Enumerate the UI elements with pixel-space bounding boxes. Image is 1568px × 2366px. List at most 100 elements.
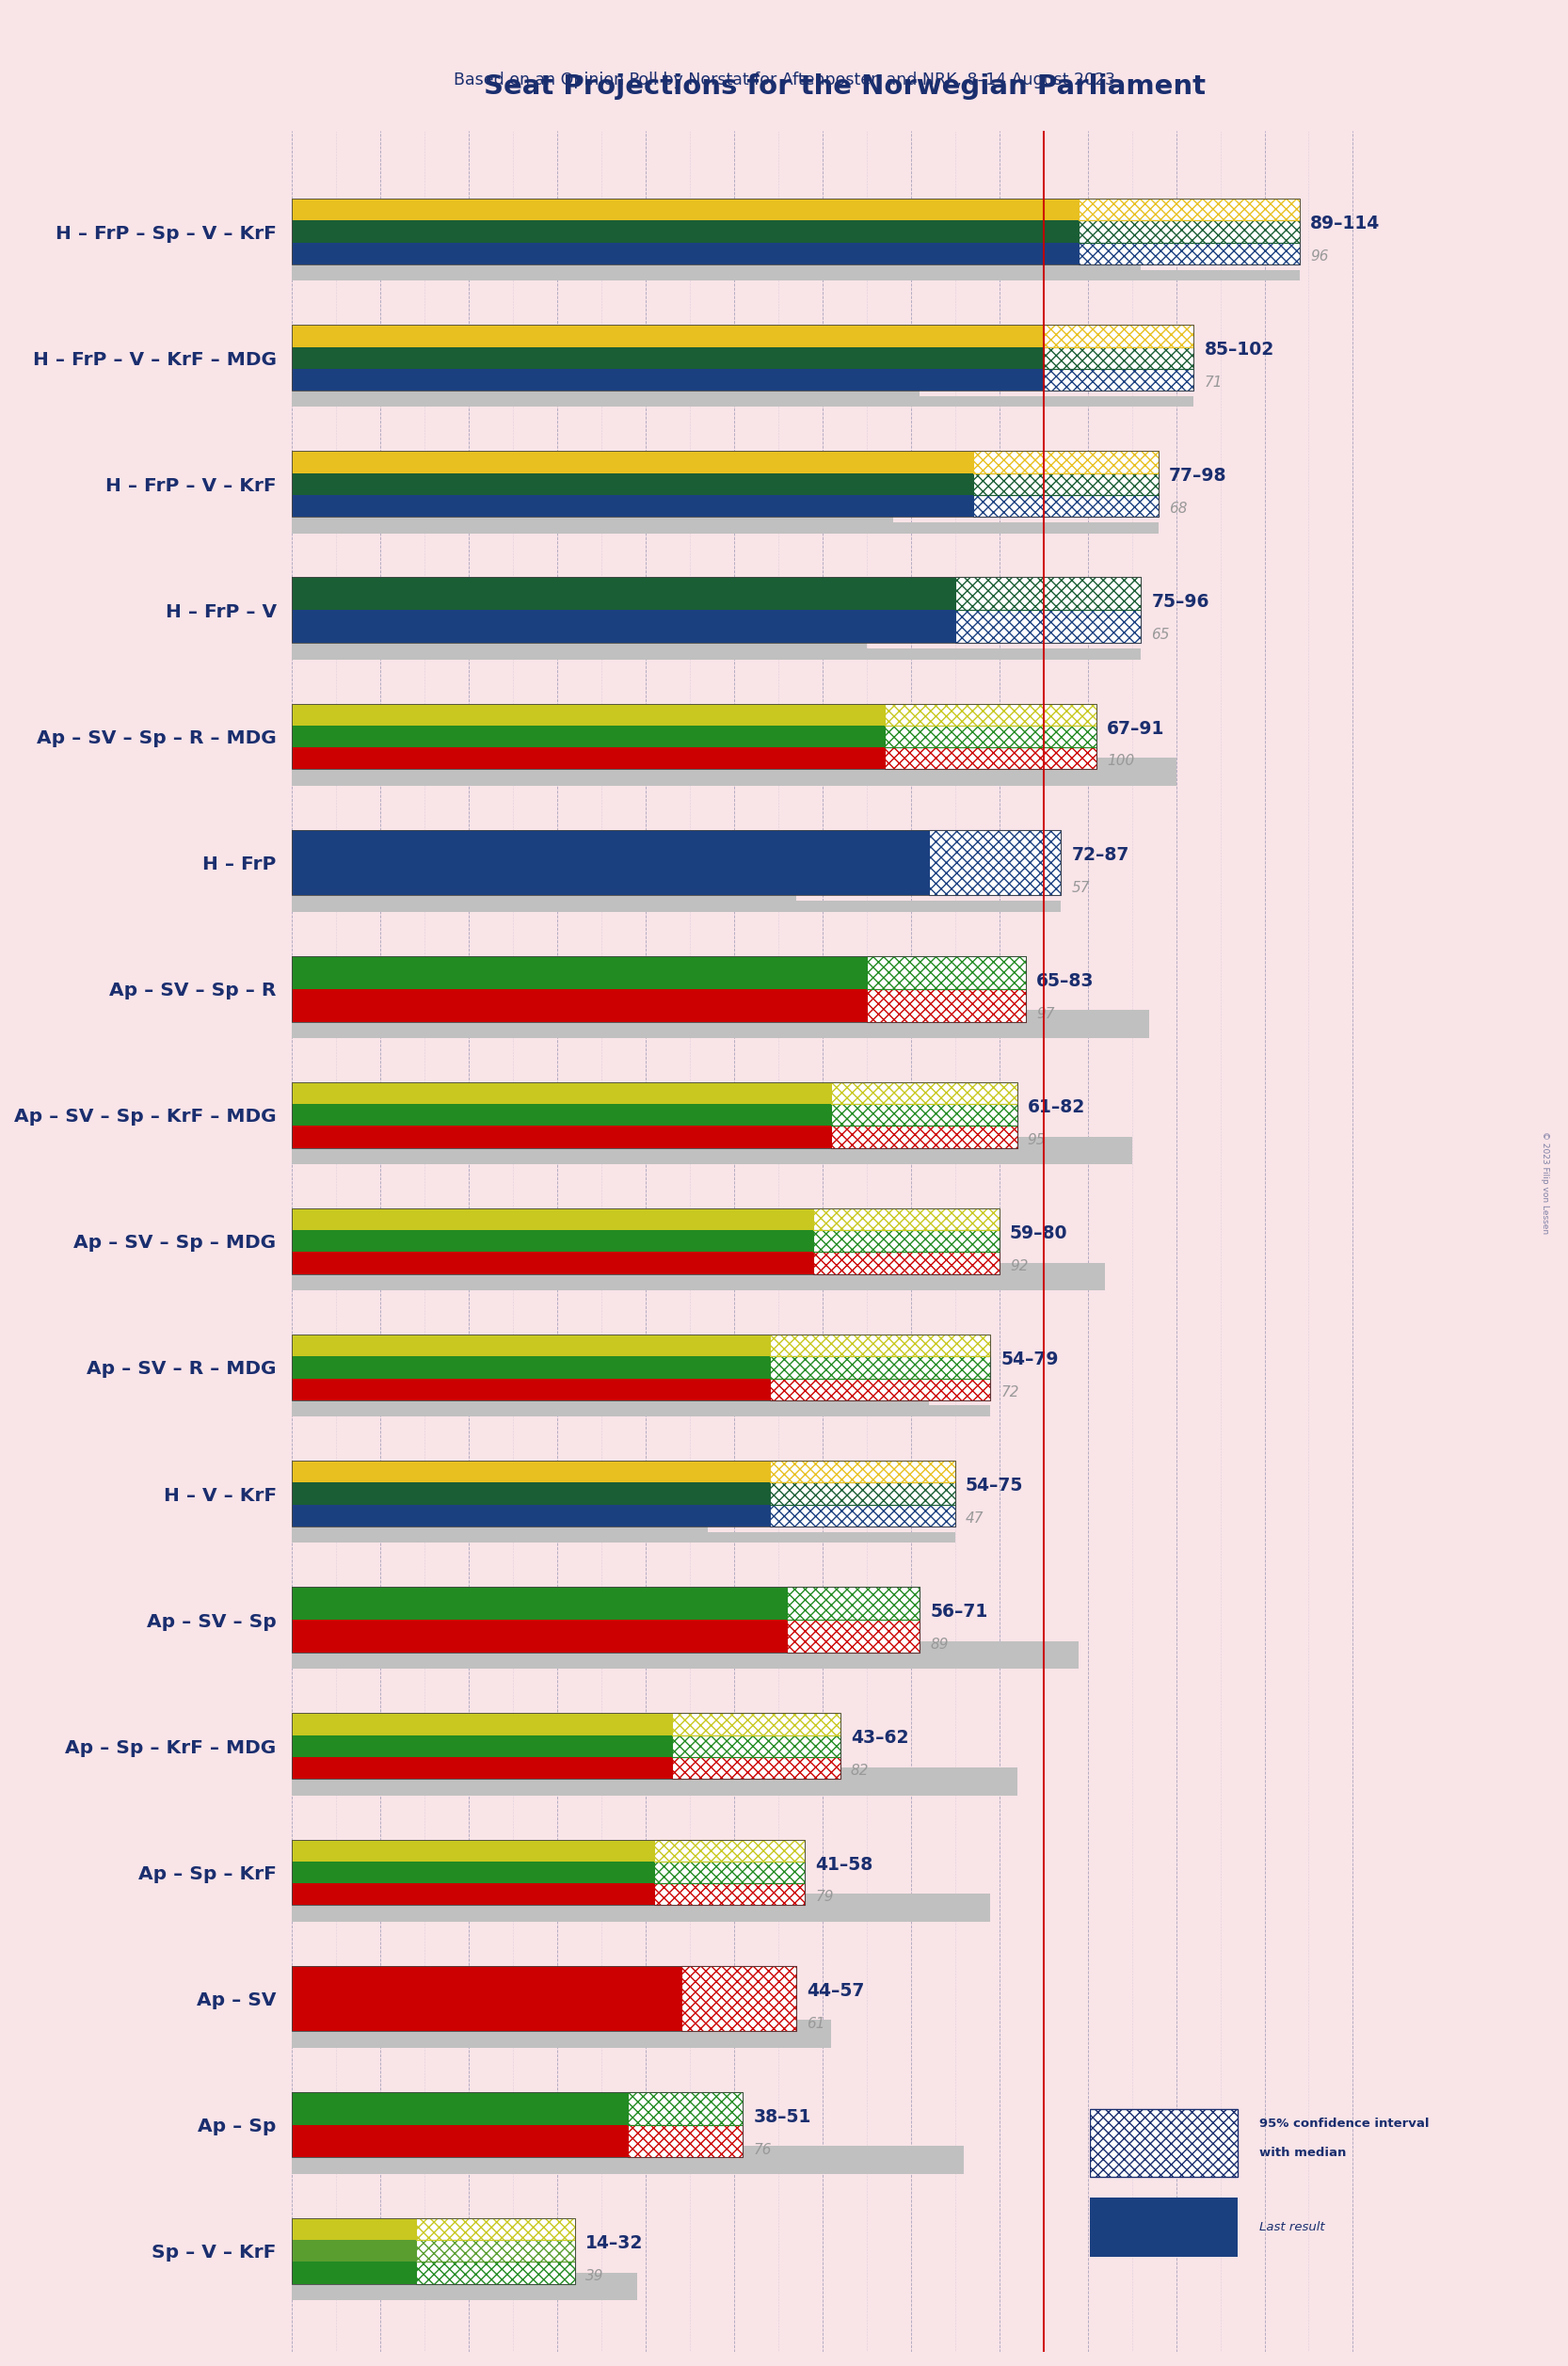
Bar <box>1043 348 1193 369</box>
Bar <box>831 1105 1018 1126</box>
Text: 97: 97 <box>1036 1006 1055 1020</box>
Bar <box>292 1966 797 2032</box>
Text: 82: 82 <box>851 1765 869 1779</box>
Bar <box>292 1588 787 1621</box>
Bar <box>972 473 1159 494</box>
Bar <box>292 324 1193 390</box>
Bar <box>292 324 1043 348</box>
Bar <box>814 1209 999 1230</box>
Text: 41–58: 41–58 <box>815 1855 873 1874</box>
Bar <box>292 1209 814 1230</box>
Bar <box>920 395 1193 407</box>
Bar <box>867 956 1025 989</box>
Bar <box>292 220 1079 241</box>
Bar <box>787 1588 920 1621</box>
Bar <box>292 956 867 989</box>
Bar <box>292 1642 1079 1668</box>
Bar <box>1079 199 1300 220</box>
Bar <box>1096 774 1176 786</box>
Bar <box>575 2288 637 2300</box>
Bar <box>955 577 1140 610</box>
Bar <box>292 1734 673 1758</box>
Bar <box>770 1505 955 1526</box>
Bar <box>292 703 1096 769</box>
Bar <box>292 1505 770 1526</box>
Bar <box>292 1230 814 1252</box>
Text: Based on an Opinion Poll by Norstat for Aftenposten and NRK, 8–14 August 2023: Based on an Opinion Poll by Norstat for … <box>453 71 1115 90</box>
Bar <box>770 1379 991 1401</box>
Text: 14–32: 14–32 <box>585 2234 643 2252</box>
Text: with median: with median <box>1259 2146 1345 2160</box>
Text: 47: 47 <box>966 1512 985 1526</box>
Bar <box>292 1514 707 1543</box>
Bar <box>292 452 972 473</box>
Bar <box>673 1713 840 1734</box>
Bar <box>770 1334 991 1356</box>
Bar <box>894 523 1159 532</box>
Bar <box>972 452 1159 473</box>
Bar <box>831 1081 1018 1105</box>
Bar <box>770 1460 955 1483</box>
Bar <box>1043 369 1193 390</box>
Text: 56–71: 56–71 <box>930 1604 988 1621</box>
Text: 96: 96 <box>1311 248 1328 263</box>
Bar <box>770 1460 955 1483</box>
Bar <box>999 1280 1105 1289</box>
Bar <box>1079 220 1300 241</box>
Bar <box>292 989 867 1022</box>
Bar <box>814 1230 999 1252</box>
Bar <box>292 2146 964 2174</box>
Bar <box>1079 241 1300 265</box>
Bar <box>292 241 1079 265</box>
Bar <box>1043 348 1193 369</box>
Bar <box>416 2241 575 2262</box>
Bar <box>831 1105 1018 1126</box>
Bar <box>292 1838 804 1905</box>
Text: 76: 76 <box>754 2144 771 2158</box>
Bar <box>292 2092 627 2125</box>
Text: 72–87: 72–87 <box>1073 845 1129 864</box>
Bar <box>1079 241 1300 265</box>
Text: 38–51: 38–51 <box>754 2108 811 2125</box>
Bar <box>292 1883 654 1905</box>
Bar <box>292 956 1025 1022</box>
Bar <box>292 1460 770 1483</box>
Bar <box>884 748 1096 769</box>
Bar <box>1043 324 1193 348</box>
Bar <box>292 1263 1105 1289</box>
Bar <box>1043 324 1193 348</box>
Bar <box>955 577 1140 610</box>
Bar <box>1140 270 1300 282</box>
Bar <box>928 830 1062 894</box>
Bar <box>292 1621 787 1654</box>
Bar <box>292 1081 1018 1148</box>
Bar <box>743 2163 964 2174</box>
Bar <box>797 901 1062 911</box>
Bar <box>292 1252 814 1273</box>
Bar <box>681 1966 797 2032</box>
Bar <box>804 1909 991 1921</box>
Text: 54–79: 54–79 <box>1000 1351 1058 1368</box>
Bar <box>292 1105 831 1126</box>
Bar <box>416 2217 575 2241</box>
Text: 75–96: 75–96 <box>1151 594 1209 610</box>
Bar <box>292 1758 673 1779</box>
Bar <box>627 2092 743 2125</box>
Bar <box>770 1379 991 1401</box>
Bar <box>681 1966 797 2032</box>
Bar <box>292 494 972 516</box>
Text: Last result: Last result <box>1259 2222 1325 2234</box>
Bar <box>1090 2198 1239 2257</box>
Bar <box>292 1767 1018 1796</box>
Text: 89: 89 <box>930 1637 949 1651</box>
Bar <box>770 1334 991 1356</box>
Bar <box>292 1838 654 1862</box>
Bar <box>416 2217 575 2241</box>
Bar <box>292 830 1062 894</box>
Bar <box>1090 2108 1239 2177</box>
Text: 57: 57 <box>1073 880 1090 894</box>
Bar <box>292 1588 920 1654</box>
Bar <box>292 1209 999 1273</box>
Text: 100: 100 <box>1107 755 1135 769</box>
Bar <box>627 2125 743 2158</box>
